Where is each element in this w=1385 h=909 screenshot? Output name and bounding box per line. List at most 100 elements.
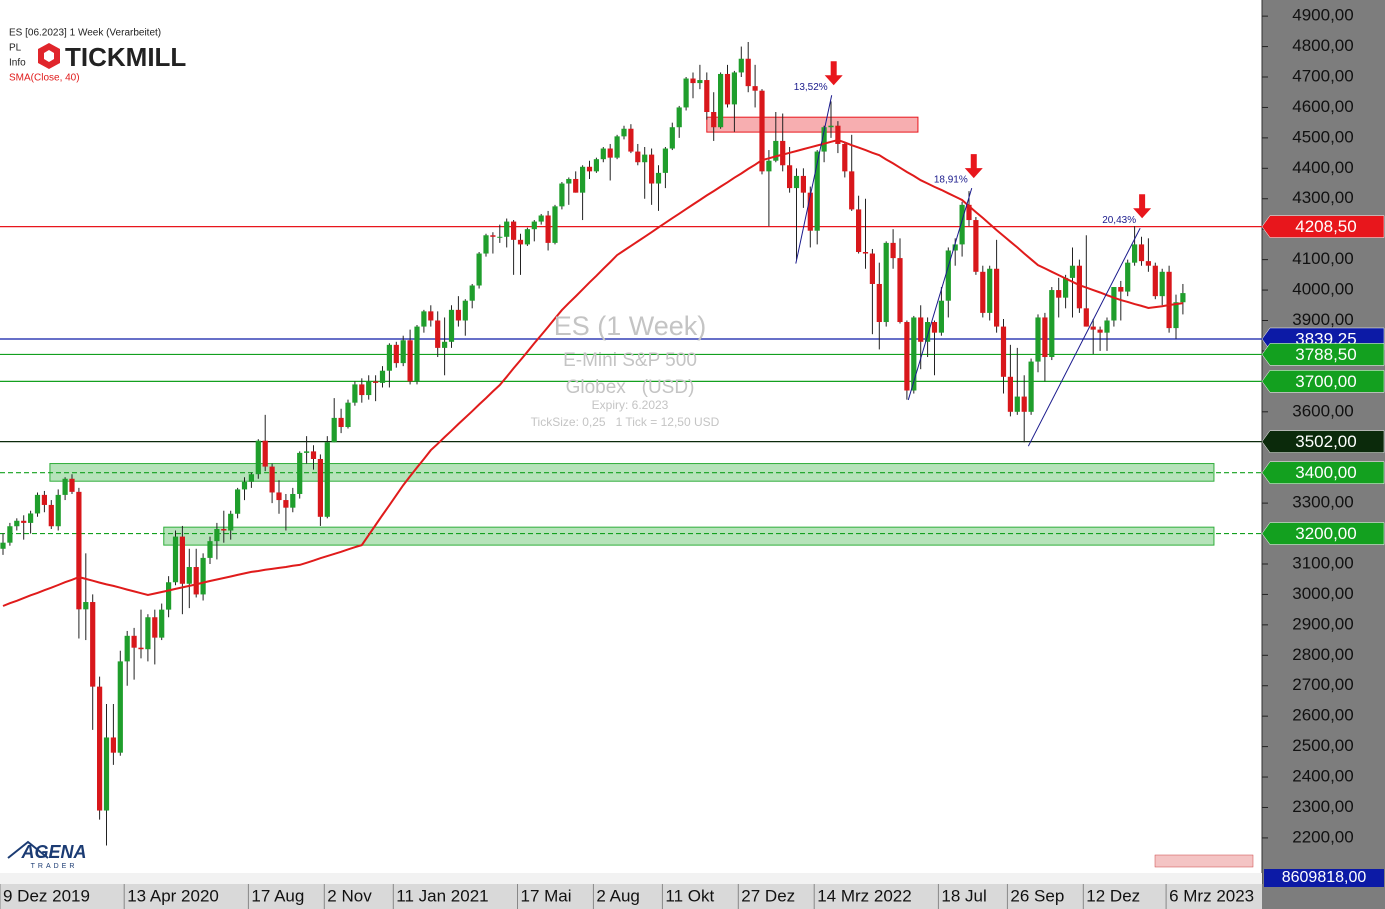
candle-body <box>828 125 834 128</box>
candle-body <box>1069 265 1076 278</box>
candle-body <box>379 370 386 383</box>
candle-body <box>745 58 751 87</box>
candle-body <box>455 309 461 321</box>
header-line: PL <box>9 43 22 54</box>
candle-body <box>138 647 144 650</box>
candle-body <box>959 204 965 245</box>
candle-body <box>593 159 599 172</box>
candle-body <box>345 402 351 428</box>
candle-body <box>621 128 627 137</box>
candle-body <box>759 90 765 172</box>
footer-logo-icon <box>7 840 49 859</box>
candle-body <box>787 165 793 189</box>
candle-body <box>179 536 185 584</box>
x-tick-label: 6 Mrz 2023 <box>1169 886 1254 905</box>
candle-body <box>524 229 530 245</box>
candle-body <box>538 215 544 222</box>
price-tag <box>1261 522 1385 545</box>
candle-body <box>186 567 192 584</box>
candle-body <box>393 344 399 364</box>
candle-body <box>897 258 903 323</box>
watermark: ES (1 Week) E-Mini S&P 500 Globex (USD) … <box>531 311 720 429</box>
candle-body <box>193 567 199 595</box>
price-tag-label: 4208,50 <box>1295 217 1356 236</box>
candle-body <box>262 440 268 467</box>
y-tick-label: 3600,00 <box>1292 401 1353 420</box>
price-axis-panel <box>1262 0 1385 909</box>
candle-body <box>1028 361 1034 412</box>
candle-body <box>214 528 220 542</box>
zone <box>163 526 1215 546</box>
candle-body <box>849 171 855 210</box>
candle-body <box>566 178 572 184</box>
trendline <box>795 95 833 264</box>
candle-body <box>331 417 337 443</box>
candle-body <box>76 491 82 610</box>
watermark-line: Expiry: 6.2023 <box>592 398 669 412</box>
x-tick-label: 12 Dez <box>1086 886 1140 905</box>
y-tick-label: 3100,00 <box>1292 553 1353 572</box>
candle-body <box>324 442 330 517</box>
y-tick-label: 2300,00 <box>1292 797 1353 816</box>
date-axis-panel <box>0 884 1262 909</box>
x-tick-label: 2 Aug <box>596 886 640 905</box>
candle-body <box>676 107 682 128</box>
candle-body <box>352 384 358 403</box>
candle-body <box>793 175 800 189</box>
candle-body <box>124 635 130 662</box>
candle-body <box>504 221 510 237</box>
candle-body <box>697 80 703 84</box>
y-tick-label: 4900,00 <box>1292 6 1353 25</box>
candle-body <box>310 451 317 459</box>
candle-body <box>366 381 372 396</box>
candle-body <box>724 73 731 105</box>
volume-tag-label: 8609818,00 <box>1282 869 1367 886</box>
y-tick-label: 4700,00 <box>1292 66 1353 85</box>
price-tag <box>1261 370 1385 393</box>
x-tick-label: 11 Okt <box>665 886 714 905</box>
candle-body <box>600 148 606 160</box>
candle-body <box>283 500 289 508</box>
x-tick-label: 17 Mai <box>521 886 572 905</box>
sma-line <box>2 138 1184 607</box>
candle-body <box>145 617 151 650</box>
candle-body <box>517 239 524 245</box>
candle-body <box>731 72 737 105</box>
watermark-line: Globex (USD) <box>566 377 695 398</box>
y-tick-label: 3300,00 <box>1292 493 1353 512</box>
price-tag-label: 3400,00 <box>1295 463 1356 482</box>
candles <box>0 42 1186 846</box>
candle-body <box>862 252 869 254</box>
logo-icon <box>44 50 54 62</box>
candle-body <box>21 520 27 523</box>
candle-body <box>1173 302 1179 329</box>
candle-body <box>55 494 61 527</box>
footer-brand: AGENA <box>20 842 86 862</box>
candle-body <box>34 494 41 514</box>
candle-body <box>200 557 206 595</box>
trendline-label: 13,52% <box>794 82 828 93</box>
header: ES [06.2023] 1 Week (Verarbeitet) PL Inf… <box>9 28 161 84</box>
candle-body <box>428 311 434 321</box>
candle-body <box>945 250 951 301</box>
signal-arrow <box>964 154 983 179</box>
candle-body <box>628 128 634 152</box>
candle-body <box>338 417 344 428</box>
candle-body <box>1145 261 1151 266</box>
candle-body <box>1000 326 1007 377</box>
candle-body <box>317 458 323 517</box>
candle-body <box>1180 293 1186 303</box>
candle-body <box>69 478 75 492</box>
x-tick-label: 14 Mrz 2022 <box>817 886 912 905</box>
x-tick-label: 18 Jul <box>941 886 986 905</box>
candle-body <box>704 80 710 113</box>
candle-body <box>938 300 944 333</box>
candle-body <box>41 494 47 505</box>
x-tick-label: 11 Jan 2021 <box>396 886 488 905</box>
candle-body <box>800 175 806 193</box>
candle-body <box>904 322 910 391</box>
candle-body <box>290 493 296 508</box>
candle-body <box>97 686 103 811</box>
y-tick-label: 2700,00 <box>1292 675 1353 694</box>
